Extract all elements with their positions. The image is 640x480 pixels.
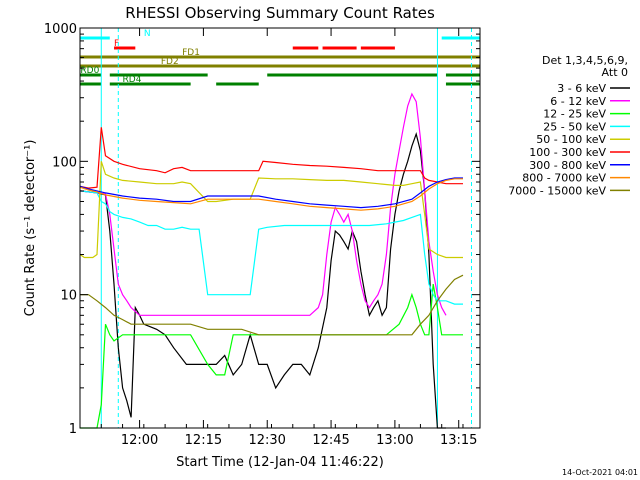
x-tick-label-4: 13:00 [376,433,413,448]
legend-label-0: 3 - 6 keV [557,82,606,95]
legend-label-7: 800 - 7000 keV [522,172,606,185]
legend-header-1: Att 0 [602,66,628,79]
plot-area [80,28,480,428]
series-line-0 [79,132,446,429]
flag-label-2: FD1 [182,48,200,58]
x-tick-label-2: 12:30 [248,433,285,448]
flag-label-3: FD2 [161,57,179,67]
x-tick-label-3: 12:45 [312,433,349,448]
legend-label-1: 6 - 12 keV [550,95,606,108]
legend-label-3: 25 - 50 keV [543,120,606,133]
x-tick-label-0: 12:00 [121,433,158,448]
flag-label-1: F [114,39,119,49]
series-line-6 [79,177,463,209]
footer-timestamp: 14-Oct-2021 04:01 [562,468,638,477]
legend-label-5: 100 - 300 keV [529,146,606,159]
legend-label-4: 50 - 100 keV [536,133,606,146]
series-line-1 [79,92,447,316]
series-line-8 [80,274,464,336]
axes: 12:00 12:15 12:30 12:45 13:00 13:15 1 10 100 1000 [44,22,481,448]
y-tick-label-3: 1000 [44,22,77,37]
flag-label-4: RD0 [80,66,99,76]
y-axis-label: Count Rate (s⁻¹ detector⁻¹) [23,140,38,317]
legend-label-2: 12 - 25 keV [543,108,606,121]
series-lines [79,92,464,429]
y-tick-label-1: 10 [60,289,77,304]
plot-border [79,27,481,429]
plot-frame-fill [80,28,480,428]
x-axis-label: Start Time (12-Jan-04 11:46:22) [176,455,384,470]
legend-label-8: 7000 - 15000 keV [508,184,606,197]
series-line-3 [79,190,463,305]
legend-label-6: 300 - 800 keV [529,159,606,172]
flag-label-0: N [144,29,151,39]
x-tick-label-1: 12:15 [185,433,222,448]
legend-header-0: Det 1,3,4,5,6,9, [542,54,628,67]
vertical-markers [100,28,472,428]
series-line-7 [79,178,463,211]
y-tick-label-2: 100 [52,155,77,170]
chart-title: RHESSI Observing Summary Count Rates [125,4,435,22]
x-tick-label-5: 13:15 [440,433,477,448]
flag-label-5: RD4 [123,75,142,85]
series-line-4 [79,161,463,259]
y-tick-label-0: 1 [69,422,77,437]
series-line-5 [79,127,463,189]
